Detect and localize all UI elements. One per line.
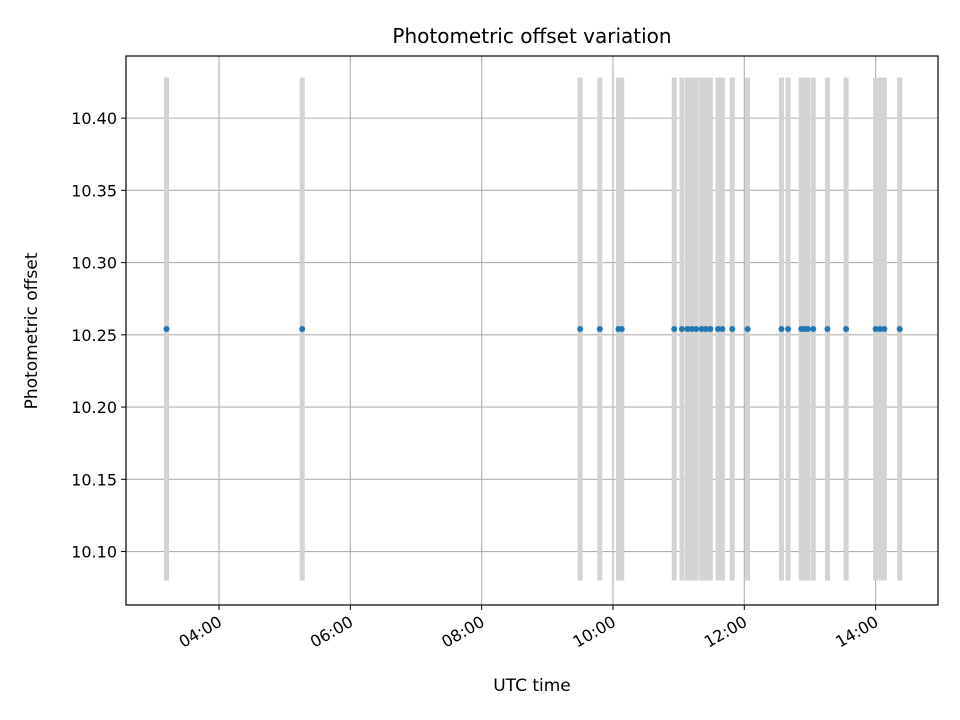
data-point bbox=[693, 326, 700, 333]
x-tick-label: 12:00 bbox=[701, 612, 750, 652]
data-point bbox=[707, 326, 714, 333]
y-tick-label: 10.10 bbox=[71, 543, 117, 562]
data-point bbox=[678, 326, 685, 333]
x-tick-label: 10:00 bbox=[570, 612, 619, 652]
x-tick-label: 06:00 bbox=[307, 612, 356, 652]
data-point bbox=[881, 326, 888, 333]
data-point bbox=[715, 326, 722, 333]
data-point bbox=[877, 326, 883, 333]
data-point bbox=[163, 326, 170, 333]
x-tick-label: 08:00 bbox=[438, 612, 487, 652]
data-point bbox=[824, 326, 831, 333]
data-point bbox=[896, 326, 903, 333]
data-point bbox=[872, 326, 879, 333]
data-point bbox=[729, 326, 736, 333]
y-axis-label: Photometric offset bbox=[22, 252, 42, 409]
data-point bbox=[719, 326, 726, 333]
data-points bbox=[163, 326, 903, 333]
data-point bbox=[810, 326, 817, 333]
data-point bbox=[596, 326, 603, 333]
data-point bbox=[778, 326, 785, 333]
data-point bbox=[688, 326, 695, 333]
x-tick-label: 14:00 bbox=[832, 612, 881, 652]
x-axis-label: UTC time bbox=[493, 676, 571, 696]
y-tick-label: 10.40 bbox=[71, 109, 117, 128]
x-axis-ticks: 04:00 06:00 08:00 10:00 12:00 14:00 bbox=[176, 605, 882, 652]
y-tick-label: 10.15 bbox=[71, 470, 117, 489]
data-point bbox=[843, 326, 850, 333]
data-point bbox=[698, 326, 705, 333]
y-axis-ticks: 10.10 10.15 10.20 10.25 10.30 10.35 10.40 bbox=[71, 109, 126, 562]
chart-title: Photometric offset variation bbox=[392, 24, 671, 48]
grid bbox=[126, 56, 938, 605]
data-point bbox=[785, 326, 792, 333]
data-point bbox=[618, 326, 625, 333]
y-tick-label: 10.20 bbox=[71, 398, 117, 417]
y-tick-label: 10.35 bbox=[71, 181, 117, 200]
data-point bbox=[684, 326, 691, 333]
plot-frame bbox=[125, 55, 939, 606]
y-tick-label: 10.25 bbox=[71, 326, 117, 345]
data-point bbox=[299, 326, 306, 333]
data-point bbox=[744, 326, 751, 333]
data-point bbox=[671, 326, 678, 333]
data-point bbox=[804, 326, 811, 333]
data-point bbox=[703, 326, 709, 333]
x-tick-label: 04:00 bbox=[176, 612, 225, 652]
y-tick-label: 10.30 bbox=[71, 254, 117, 273]
data-point bbox=[577, 326, 584, 333]
